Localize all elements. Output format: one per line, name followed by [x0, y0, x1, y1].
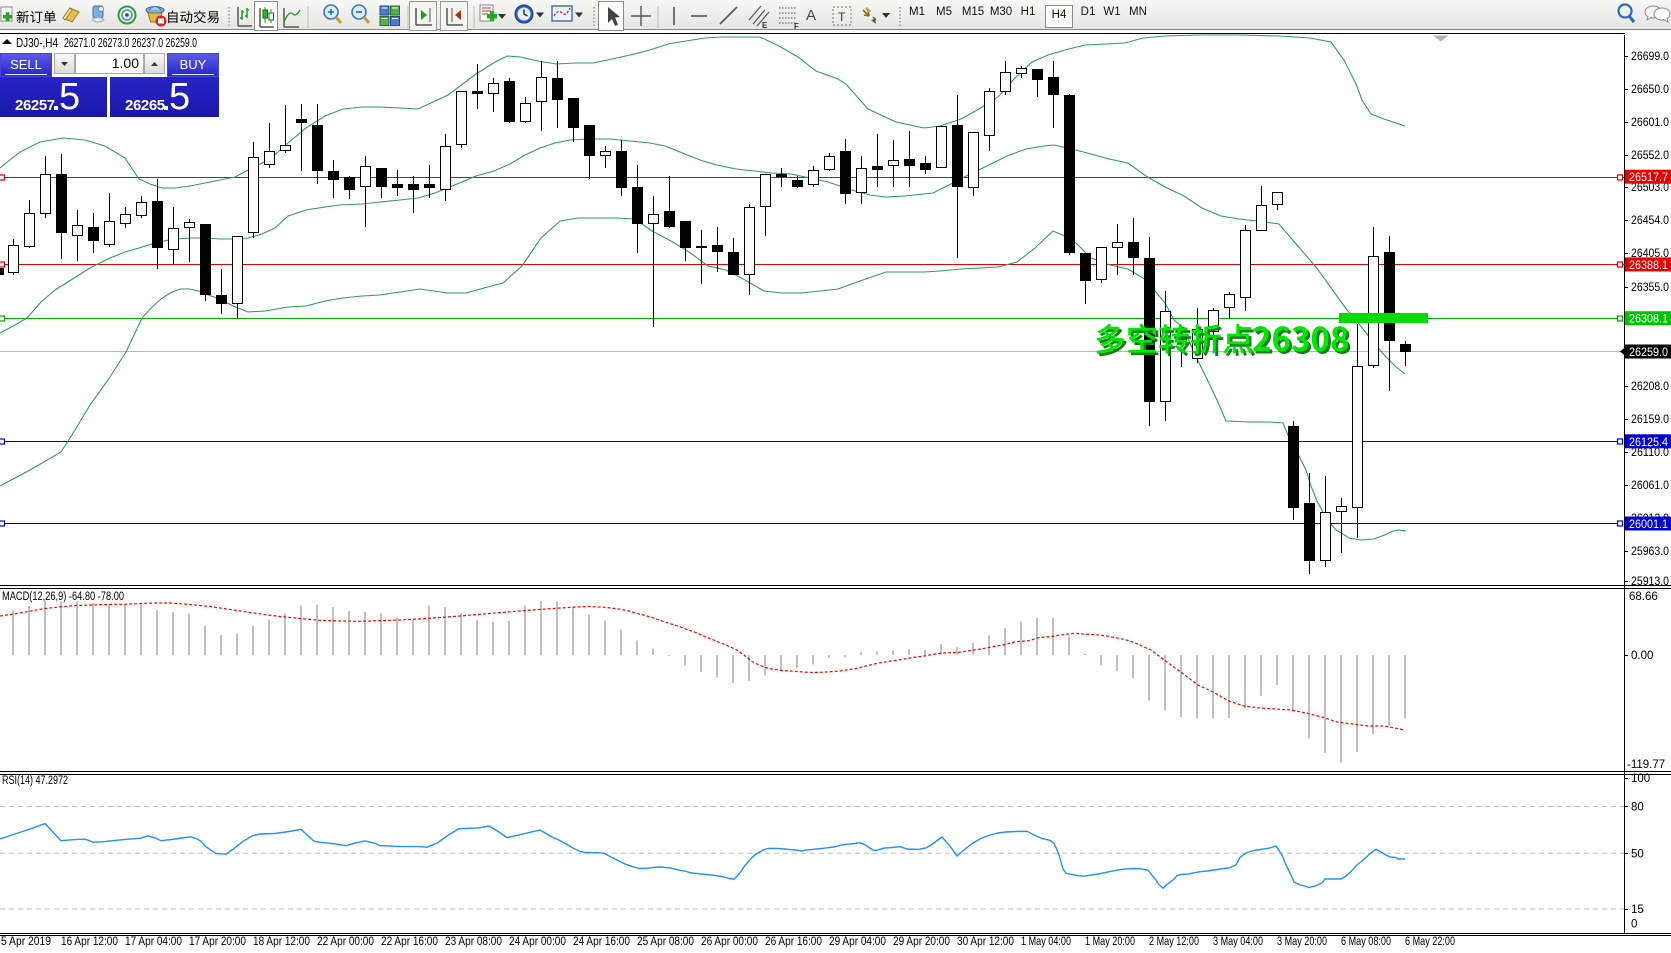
- svg-text:17 Apr 20:00: 17 Apr 20:00: [189, 936, 246, 948]
- svg-text:30 Apr 12:00: 30 Apr 12:00: [957, 936, 1014, 948]
- svg-text:26650.0: 26650.0: [1631, 84, 1669, 96]
- svg-text:29 Apr 20:00: 29 Apr 20:00: [893, 936, 950, 948]
- svg-text:26517.7: 26517.7: [1629, 172, 1668, 184]
- svg-text:6 May 08:00: 6 May 08:00: [1341, 936, 1391, 948]
- svg-text:50: 50: [1631, 848, 1644, 860]
- svg-text:100: 100: [1631, 773, 1650, 785]
- svg-text:22 Apr 00:00: 22 Apr 00:00: [317, 936, 374, 948]
- svg-text:24 Apr 16:00: 24 Apr 16:00: [573, 936, 630, 948]
- svg-text:F: F: [794, 22, 799, 31]
- svg-text:26503.0: 26503.0: [1631, 182, 1669, 194]
- svg-text:25963.0: 25963.0: [1631, 546, 1669, 558]
- svg-text:26208.0: 26208.0: [1631, 381, 1669, 393]
- svg-text:5 Apr 2019: 5 Apr 2019: [1, 936, 51, 948]
- svg-text:29 Apr 04:00: 29 Apr 04:00: [829, 936, 886, 948]
- svg-text:26388.1: 26388.1: [1629, 260, 1668, 272]
- svg-text:1 May 20:00: 1 May 20:00: [1085, 936, 1135, 948]
- svg-text:E: E: [762, 21, 768, 30]
- svg-text:1 May 04:00: 1 May 04:00: [1021, 936, 1071, 948]
- svg-text:18 Apr 12:00: 18 Apr 12:00: [253, 936, 310, 948]
- svg-text:26699.0: 26699.0: [1631, 51, 1669, 63]
- svg-text:25 Apr 08:00: 25 Apr 08:00: [637, 936, 694, 948]
- svg-text:26601.0: 26601.0: [1631, 117, 1669, 129]
- svg-text:0.00: 0.00: [1631, 650, 1653, 662]
- svg-text:DJ30-,H4: DJ30-,H4: [16, 36, 58, 50]
- svg-text:MACD(12,26,9) -64.80 -78.00: MACD(12,26,9) -64.80 -78.00: [2, 591, 124, 603]
- svg-text:26552.0: 26552.0: [1631, 150, 1669, 162]
- svg-text:26259.0: 26259.0: [1629, 347, 1668, 359]
- svg-text:26125.4: 26125.4: [1629, 437, 1669, 449]
- svg-text:26061.0: 26061.0: [1631, 480, 1669, 492]
- svg-text:16 Apr 12:00: 16 Apr 12:00: [61, 936, 118, 948]
- svg-text:RSI(14) 47.2972: RSI(14) 47.2972: [2, 775, 68, 787]
- svg-text:26 Apr 00:00: 26 Apr 00:00: [701, 936, 758, 948]
- svg-text:3 May 04:00: 3 May 04:00: [1213, 936, 1263, 948]
- svg-text:26001.1: 26001.1: [1629, 519, 1668, 531]
- svg-text:22 Apr 16:00: 22 Apr 16:00: [381, 936, 438, 948]
- svg-text:26159.0: 26159.0: [1631, 414, 1669, 426]
- svg-text:T: T: [838, 10, 846, 24]
- svg-text:26308.1: 26308.1: [1629, 314, 1668, 326]
- svg-text:0: 0: [1631, 919, 1637, 931]
- svg-text:26271.0 26273.0 26237.0 26259.: 26271.0 26273.0 26237.0 26259.0: [64, 36, 197, 50]
- svg-text:-119.77: -119.77: [1627, 759, 1665, 771]
- svg-text:80: 80: [1631, 802, 1644, 814]
- svg-text:26110.0: 26110.0: [1631, 447, 1669, 459]
- svg-text:6 May 22:00: 6 May 22:00: [1405, 936, 1455, 948]
- svg-text:68.66: 68.66: [1629, 591, 1658, 603]
- svg-text:26405.0: 26405.0: [1631, 248, 1669, 260]
- svg-text:26 Apr 16:00: 26 Apr 16:00: [765, 936, 822, 948]
- svg-text:2 May 12:00: 2 May 12:00: [1149, 936, 1199, 948]
- svg-text:25913.0: 25913.0: [1631, 576, 1669, 588]
- svg-text:3 May 20:00: 3 May 20:00: [1277, 936, 1327, 948]
- svg-text:26454.0: 26454.0: [1631, 215, 1669, 227]
- svg-text:15: 15: [1631, 904, 1644, 916]
- svg-text:23 Apr 08:00: 23 Apr 08:00: [445, 936, 502, 948]
- svg-text:24 Apr 00:00: 24 Apr 00:00: [509, 936, 566, 948]
- svg-text:17 Apr 04:00: 17 Apr 04:00: [125, 936, 182, 948]
- svg-text:26355.0: 26355.0: [1631, 282, 1669, 294]
